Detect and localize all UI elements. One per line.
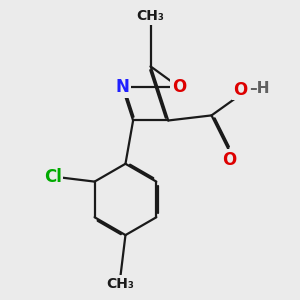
Text: CH₃: CH₃ bbox=[106, 277, 134, 291]
Text: O: O bbox=[233, 81, 247, 99]
Text: O: O bbox=[172, 78, 186, 96]
Text: CH₃: CH₃ bbox=[137, 9, 165, 23]
Text: –H: –H bbox=[249, 81, 269, 96]
Text: Cl: Cl bbox=[44, 167, 62, 185]
Text: O: O bbox=[222, 151, 236, 169]
Text: N: N bbox=[115, 78, 129, 96]
